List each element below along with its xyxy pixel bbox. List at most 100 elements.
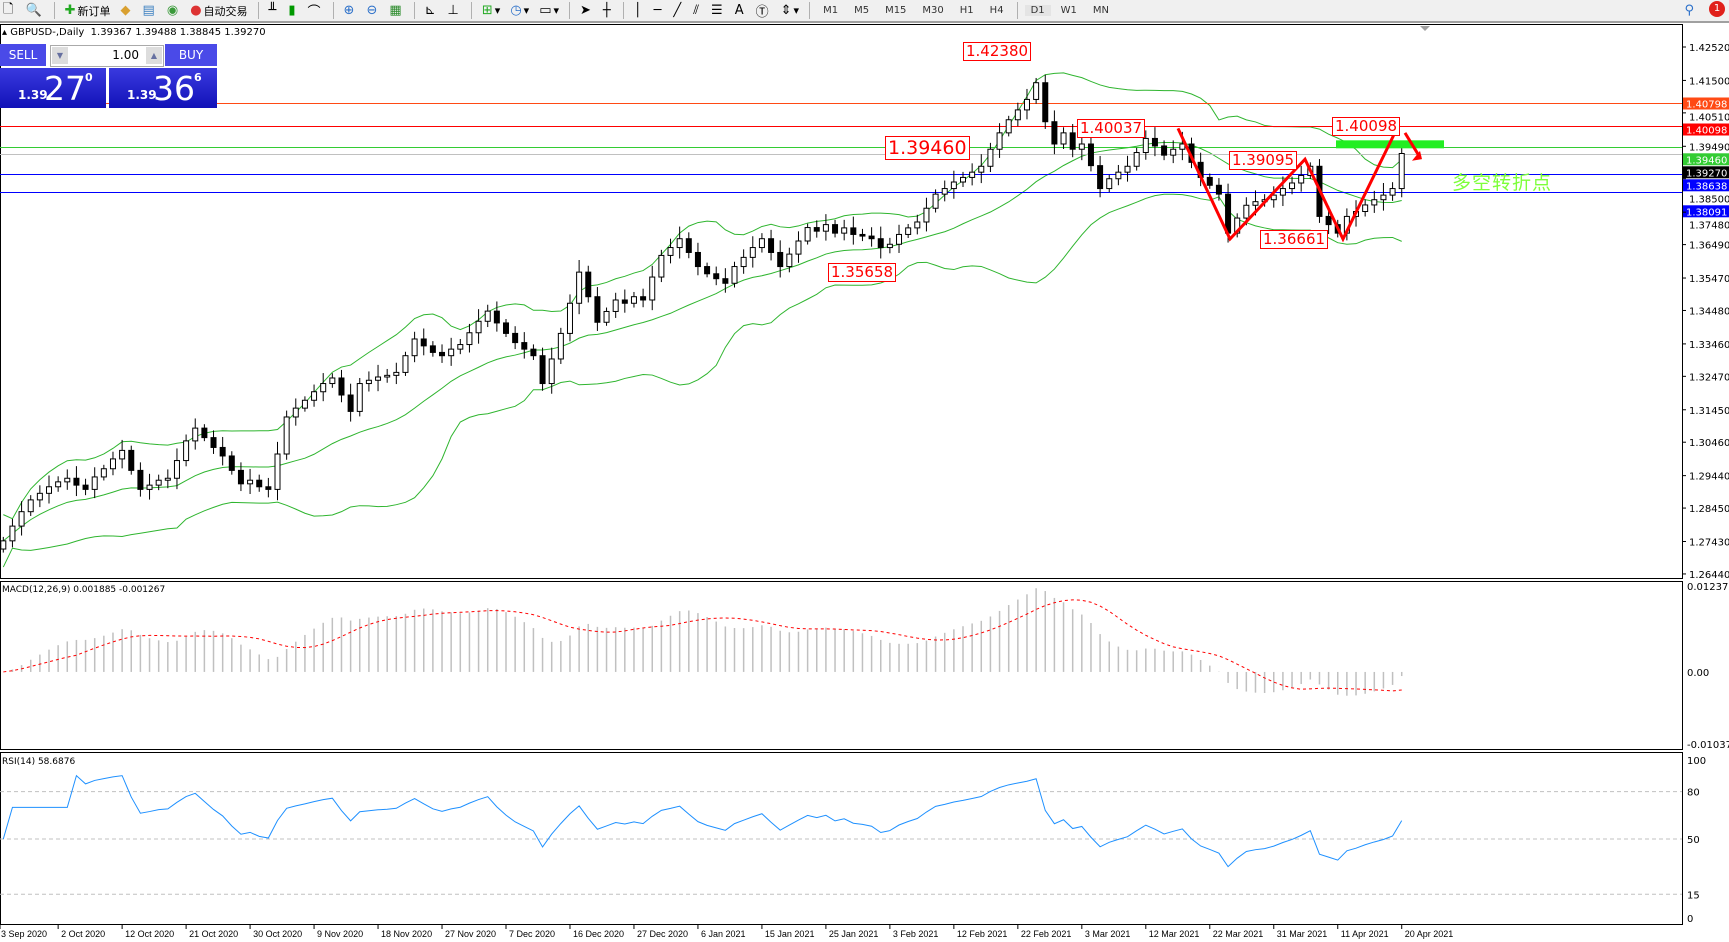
buy-button[interactable]: BUY [165, 44, 217, 66]
bar-chart-button[interactable]: ╨ [266, 1, 282, 20]
text-label-icon: Ⓣ [755, 5, 769, 20]
candle-bearish [429, 345, 436, 353]
price-label-peak-2[interactable]: 1.40098 [1332, 117, 1401, 136]
fibonacci-icon: ☰ [711, 3, 723, 18]
candle-bearish [832, 224, 839, 234]
candle-bearish [722, 278, 729, 284]
tile-windows-button[interactable]: ▦ [386, 1, 406, 20]
navigator-button[interactable]: ◆ [118, 1, 136, 20]
price-label-high[interactable]: 1.42380 [963, 42, 1032, 61]
candle-bullish [996, 132, 1003, 150]
sell-button[interactable]: SELL [0, 44, 46, 66]
equidistant-channel-button[interactable]: ⫽ [690, 1, 704, 20]
timeframe-m5[interactable]: M5 [854, 5, 870, 16]
text-label-button[interactable]: Ⓣ [753, 1, 774, 20]
periods-button[interactable]: ◷ ▾ [510, 3, 530, 18]
candle-bullish [64, 477, 71, 483]
auto-trading-icon: ● [190, 3, 202, 18]
lot-decrease-button[interactable]: ▼ [52, 47, 68, 64]
y-tick-label: 1.29440 [1689, 472, 1729, 483]
chart-header: ▴ GBPUSD-,Daily 1.39367 1.39488 1.38845 … [2, 27, 266, 38]
price-label-low[interactable]: 1.35658 [828, 263, 897, 282]
zoom-view-button[interactable]: 🔍 [22, 1, 46, 20]
candle-chart-button[interactable]: ▮ [285, 1, 300, 20]
vertical-line-button[interactable]: │ [631, 1, 647, 20]
folder-icon: ◆ [120, 3, 131, 18]
lot-increase-button[interactable]: ▲ [146, 47, 162, 64]
candle-bearish [493, 310, 500, 324]
candle-bearish [868, 235, 875, 240]
chart-shift-button[interactable]: ⊥ [445, 1, 464, 20]
candle-bearish [1151, 137, 1158, 147]
timeframe-h4[interactable]: H4 [989, 5, 1004, 16]
template-icon: ▭ [539, 3, 552, 18]
x-tick-label: 21 Oct 2020 [189, 929, 238, 939]
candle-bullish [283, 416, 290, 455]
fibonacci-button[interactable]: ☰ [708, 1, 728, 20]
sell-price[interactable]: 1.39 27 0 [0, 68, 106, 108]
timeframe-m1[interactable]: M1 [823, 5, 839, 16]
timeframe-w1[interactable]: W1 [1060, 5, 1077, 16]
arrows-button[interactable]: ⇕ ▾ [780, 3, 800, 18]
candle-bullish [46, 486, 52, 494]
notification-badge[interactable]: 1 [1709, 1, 1725, 17]
y-tick-label: 1.28450 [1689, 504, 1729, 515]
price-label-key-level[interactable]: 1.39460 [885, 136, 970, 160]
candle-bullish [1106, 178, 1113, 190]
templates-button[interactable]: ▭ ▾ [539, 3, 560, 18]
text-button[interactable]: A [732, 1, 749, 20]
indicators-button[interactable]: ⊞ ▾ [481, 3, 501, 18]
price-label-trough[interactable]: 1.36661 [1260, 230, 1329, 249]
sell-price-prefix: 1.39 [18, 88, 48, 102]
y-tick-label: 1.26440 [1689, 570, 1729, 581]
candle-bearish [877, 238, 884, 249]
candle-bullish [932, 193, 939, 209]
lot-size-input[interactable]: ▼ 1.00 ▲ [50, 45, 164, 67]
auto-trading-button[interactable]: ● 自动交易 [187, 1, 250, 20]
candle-bearish [813, 227, 820, 232]
x-tick-label: 2 Oct 2020 [61, 929, 105, 939]
rsi-y-tick-label: 80 [1687, 788, 1700, 799]
new-order-button[interactable]: ✚ 新订单 [62, 1, 114, 20]
horizontal-line-button[interactable]: ─ [651, 1, 667, 20]
price-label-peak-1[interactable]: 1.40037 [1077, 119, 1146, 138]
buy-price[interactable]: 1.39 36 6 [109, 68, 217, 108]
candle-bullish [1005, 119, 1012, 134]
terminal-button[interactable]: ▤ [140, 1, 160, 20]
candle-bearish [1097, 165, 1104, 190]
trendline-button[interactable]: ╱ [670, 1, 686, 20]
candle-bearish [1051, 121, 1058, 145]
candle-bullish [119, 449, 126, 460]
zoom-in-button[interactable]: ⊕ [341, 1, 360, 20]
autoscroll-button[interactable]: ⊾ [422, 1, 441, 20]
new-chart-button[interactable]: 🗋 [0, 1, 18, 20]
timeframe-h1[interactable]: H1 [959, 5, 974, 16]
candle-bullish [758, 238, 765, 249]
candle-bullish [667, 247, 674, 256]
zoom-out-button[interactable]: ⊖ [363, 1, 382, 20]
candle-bearish [228, 455, 235, 471]
turning-point-text[interactable]: 多空转折点 [1452, 172, 1553, 194]
y-tick-label: 1.37480 [1689, 220, 1729, 231]
candle-bullish [484, 310, 491, 322]
timeframe-m30[interactable]: M30 [922, 5, 944, 16]
price-label-mid[interactable]: 1.39095 [1229, 151, 1298, 170]
timeframe-m15[interactable]: M15 [885, 5, 907, 16]
search-button[interactable]: ⚲ [1681, 1, 1699, 20]
chart-shift-icon: ⊥ [447, 3, 459, 18]
timeframe-d1[interactable]: D1 [1024, 5, 1051, 16]
candle-bullish [1033, 82, 1040, 100]
candle-bullish [566, 302, 573, 334]
cursor-button[interactable]: ➤ [577, 1, 596, 20]
rsi-y-tick-label: 100 [1687, 756, 1706, 767]
price-tag [1683, 97, 1729, 110]
candlestick-icon: ▮ [288, 3, 296, 18]
signal-icon: ◉ [166, 3, 179, 18]
line-chart-button[interactable]: ⌒ [305, 1, 326, 20]
x-tick-label: 3 Sep 2020 [1, 929, 47, 939]
timeframe-mn[interactable]: MN [1092, 5, 1109, 16]
crosshair-button[interactable]: ┼ [600, 1, 616, 20]
signals-button[interactable]: ◉ [164, 1, 183, 20]
x-tick-label: 16 Dec 2020 [573, 929, 624, 939]
